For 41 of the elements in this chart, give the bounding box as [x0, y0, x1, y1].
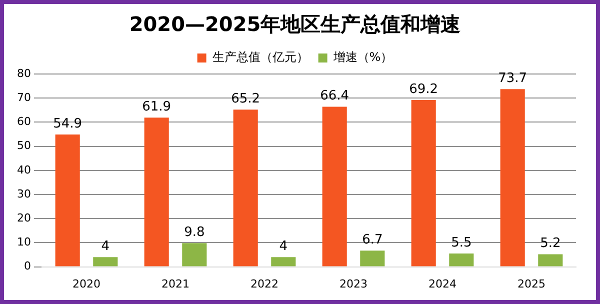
- bar: [500, 89, 525, 266]
- bar: [233, 110, 258, 266]
- bar: [538, 254, 563, 266]
- data-label: 9.8: [184, 225, 205, 240]
- y-tick-label: 0: [24, 260, 31, 273]
- data-label: 54.9: [53, 116, 82, 132]
- y-tick-label: 60: [16, 115, 31, 128]
- data-label: 4: [279, 239, 288, 254]
- x-tick-label: 2024: [428, 277, 456, 290]
- chart-title: 2020—2025年地区生产总值和增速: [129, 12, 461, 36]
- y-tick-label: 50: [16, 139, 31, 152]
- y-tick-label: 40: [16, 163, 31, 176]
- bar: [360, 250, 385, 266]
- x-tick-label: 2023: [340, 277, 368, 290]
- bar: [271, 257, 296, 266]
- bar: [411, 100, 436, 266]
- data-label: 73.7: [498, 71, 528, 86]
- bar: [144, 118, 169, 266]
- bar: [322, 106, 347, 266]
- bar: [449, 254, 474, 266]
- bar: [93, 257, 118, 266]
- x-tick-label: 2022: [250, 277, 278, 290]
- y-tick-label: 80: [16, 66, 31, 80]
- legend-label: 生产总值（亿元）: [212, 50, 308, 64]
- data-label: 5.2: [540, 236, 561, 252]
- data-label: 69.2: [409, 82, 438, 97]
- data-label: 66.4: [320, 88, 350, 104]
- y-tick-label: 30: [16, 187, 31, 200]
- y-tick-label: 70: [16, 90, 31, 104]
- x-tick-label: 2021: [162, 277, 190, 290]
- data-label: 61.9: [142, 99, 172, 114]
- x-tick-label: 2025: [518, 277, 546, 290]
- x-tick-label: 2020: [72, 277, 100, 290]
- bar: [182, 243, 207, 266]
- data-label: 4: [101, 239, 110, 254]
- data-label: 65.2: [231, 92, 260, 107]
- bar: [55, 134, 80, 266]
- data-label: 5.5: [451, 235, 472, 250]
- y-tick-label: 20: [16, 211, 31, 224]
- data-label: 6.7: [362, 232, 383, 248]
- y-tick-label: 10: [16, 236, 31, 249]
